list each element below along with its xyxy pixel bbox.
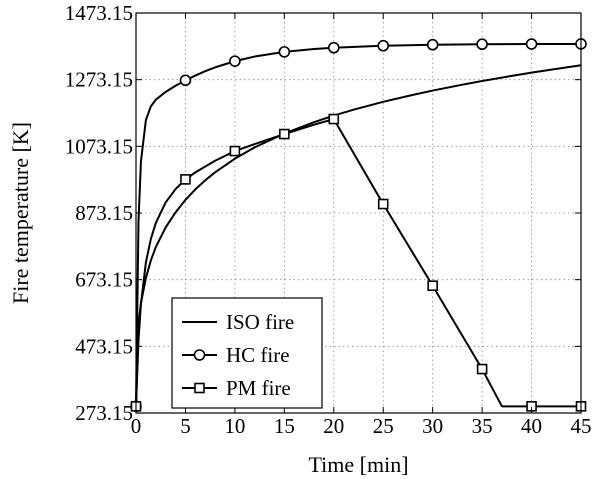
x-tick-label: 45 — [571, 414, 592, 438]
circle-marker — [525, 38, 538, 50]
square-marker — [229, 145, 241, 157]
circle-marker — [426, 38, 439, 51]
x-tick-label: 0 — [131, 414, 142, 438]
square-marker — [194, 382, 205, 394]
circle-marker — [377, 39, 390, 52]
legend-item-iso-fire: ISO fire — [182, 310, 294, 334]
legend-label: HC fire — [226, 343, 290, 367]
circle-marker — [327, 41, 340, 54]
y-tick-label: 273.15 — [75, 401, 133, 425]
legend-label: ISO fire — [226, 310, 294, 334]
legend-item-hc-fire: HC fire — [182, 343, 290, 367]
x-tick-label: 40 — [521, 414, 542, 438]
series-line-pm-fire — [135, 118, 581, 408]
legend-item-pm-fire: PM fire — [182, 376, 291, 400]
square-marker — [279, 128, 290, 140]
x-tick-label: 5 — [180, 414, 191, 438]
circle-marker — [278, 46, 291, 58]
x-tick-label: 15 — [274, 414, 295, 438]
y-tick-label: 1273.15 — [65, 68, 133, 92]
y-axis-title: Fire temperature [K] — [8, 122, 33, 304]
y-tick-label: 873.15 — [75, 201, 133, 225]
square-marker — [377, 198, 389, 210]
legend-label: PM fire — [226, 376, 291, 400]
circle-marker — [229, 55, 241, 67]
series-line-hc-fire — [135, 42, 582, 407]
circle-marker — [179, 74, 192, 87]
y-tick-label: 1073.15 — [65, 134, 133, 158]
x-tick-label: 35 — [472, 414, 493, 438]
y-tick-label: 473.15 — [75, 334, 133, 358]
y-tick-label: 1473.15 — [65, 1, 133, 25]
legend: ISO fire HC fire PM fire — [171, 297, 323, 409]
x-tick-label: 30 — [422, 414, 443, 438]
square-marker — [328, 113, 340, 125]
x-tick-label: 10 — [224, 414, 245, 438]
x-tick-label: 20 — [323, 414, 344, 438]
ticks: 0 5 10 15 20 25 30 35 40 45 273.15 473.15 673.15 873.… — [65, 1, 592, 438]
circle-marker — [476, 38, 488, 51]
series-layer — [130, 38, 587, 413]
y-tick-label: 673.15 — [75, 268, 133, 292]
square-marker — [427, 280, 438, 292]
series-line-iso-fire — [135, 64, 582, 407]
x-axis-title: Time [min] — [308, 452, 408, 477]
circle-marker — [193, 349, 206, 361]
series-iso-fire — [135, 64, 582, 407]
square-marker — [180, 174, 191, 185]
square-marker — [476, 363, 488, 375]
series-pm-fire — [130, 113, 587, 412]
x-tick-label: 25 — [373, 414, 394, 438]
